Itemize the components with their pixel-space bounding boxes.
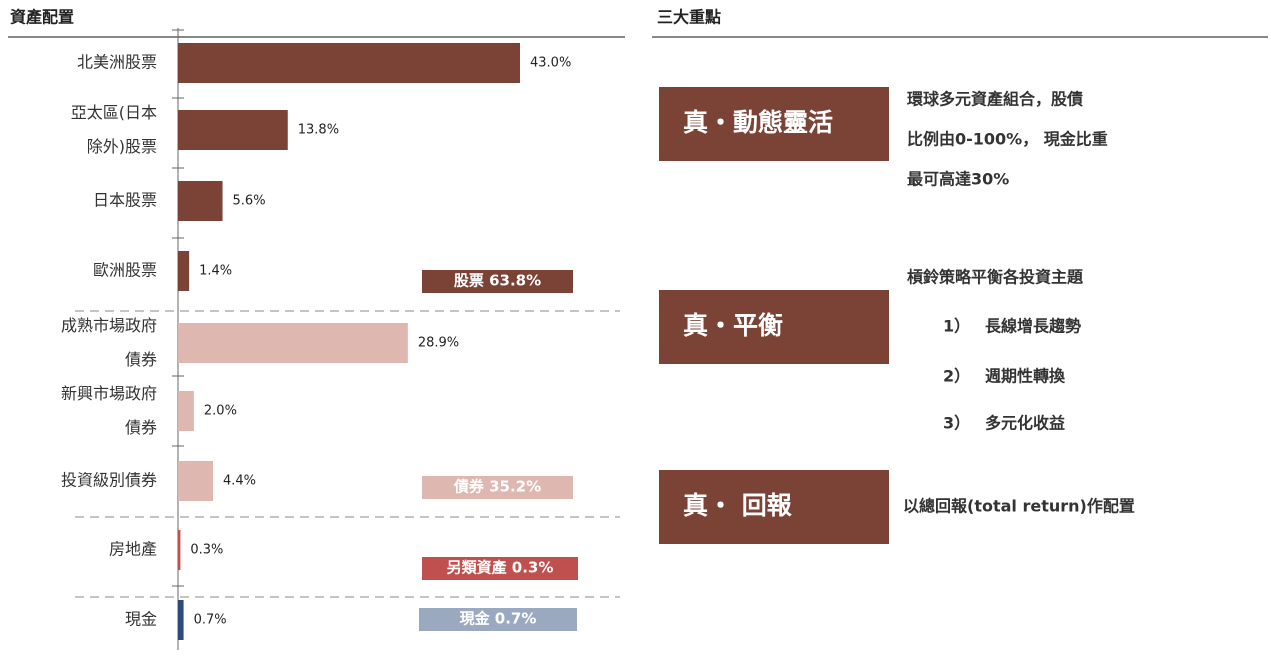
bar	[178, 600, 184, 640]
group-badge	[422, 557, 578, 580]
value-label: 5.6%	[233, 194, 266, 209]
group-separators	[75, 310, 620, 598]
highlight-box	[659, 470, 889, 544]
value-label: 43.0%	[530, 56, 571, 71]
description: 環球多元資產組合，股債	[907, 90, 1083, 109]
category-label: 北美洲股票	[77, 53, 157, 72]
value-label: 4.4%	[223, 474, 256, 489]
panel-title: 三大重點	[657, 8, 721, 27]
axis-ticks	[172, 29, 184, 587]
description: 以總回報(total return)作配置	[903, 497, 1135, 516]
value-label: 28.9%	[418, 336, 459, 351]
value-label: 1.4%	[199, 264, 232, 279]
group-badge-label: 債券 35.2%	[453, 478, 541, 496]
group-badge-label: 另類資產 0.3%	[447, 559, 554, 577]
group-badge-label: 股票 63.8%	[454, 272, 541, 290]
group-badge	[419, 608, 577, 631]
list-text: 多元化收益	[985, 414, 1065, 433]
value-label: 0.7%	[194, 613, 227, 628]
value-label: 0.3%	[190, 543, 223, 558]
bar	[178, 43, 520, 83]
category-label: 日本股票	[93, 191, 157, 210]
chart-title: 資產配置	[10, 8, 74, 27]
description: 最可高達30%	[907, 170, 1009, 189]
list-number: 1）	[943, 317, 970, 336]
category-label: 成熟市場政府債券	[61, 316, 157, 369]
value-label: 13.8%	[298, 123, 339, 138]
bar	[178, 391, 194, 431]
value-label: 2.0%	[204, 404, 237, 419]
category-label: 投資級別債券	[61, 471, 157, 490]
bar	[178, 461, 213, 501]
highlight-box	[659, 290, 889, 364]
list-text: 週期性轉換	[985, 367, 1066, 386]
description: 槓鈴策略平衡各投資主題	[907, 268, 1084, 287]
category-label: 房地產	[109, 540, 157, 559]
category-label: 現金	[125, 610, 157, 629]
bar	[178, 323, 408, 363]
list-number: 2）	[943, 367, 970, 386]
bar	[178, 110, 288, 150]
list-text: 長線增長趨勢	[985, 317, 1081, 336]
highlight-heading: 真・動態靈活	[683, 108, 833, 137]
highlight-heading: 真・平衡	[683, 311, 783, 340]
category-label: 歐洲股票	[93, 261, 157, 280]
highlight-box	[659, 87, 889, 161]
description: 比例由0-100%， 現金比重	[907, 130, 1108, 149]
bar	[178, 251, 190, 291]
highlight-heading: 真・ 回報	[683, 491, 793, 520]
bar	[178, 181, 223, 221]
group-badge-label: 現金 0.7%	[460, 610, 537, 628]
group-badge	[422, 476, 573, 499]
category-label: 新興市場政府債券	[61, 384, 157, 437]
bar	[178, 530, 181, 570]
list-number: 3）	[943, 414, 970, 433]
group-badge	[422, 270, 573, 293]
category-label: 亞太區(日本除外)股票	[71, 103, 157, 156]
